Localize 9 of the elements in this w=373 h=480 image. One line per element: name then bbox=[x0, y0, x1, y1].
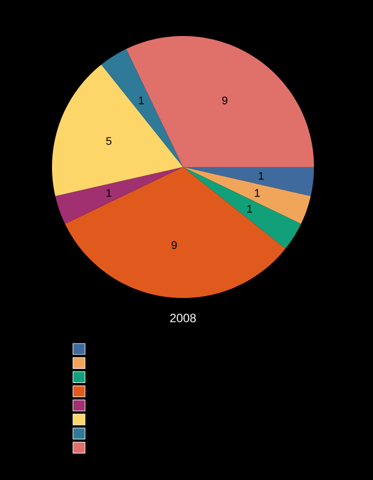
data-label: 9 bbox=[222, 96, 228, 104]
data-label: 1 bbox=[254, 189, 260, 197]
data-label: 1 bbox=[106, 189, 112, 197]
data-label: 1 bbox=[138, 96, 144, 104]
data-label: 1 bbox=[258, 172, 264, 180]
data-label: 5 bbox=[106, 137, 112, 145]
text: 2008 bbox=[170, 314, 196, 322]
data-label: 1 bbox=[247, 205, 252, 213]
data-label: 9 bbox=[172, 241, 177, 249]
